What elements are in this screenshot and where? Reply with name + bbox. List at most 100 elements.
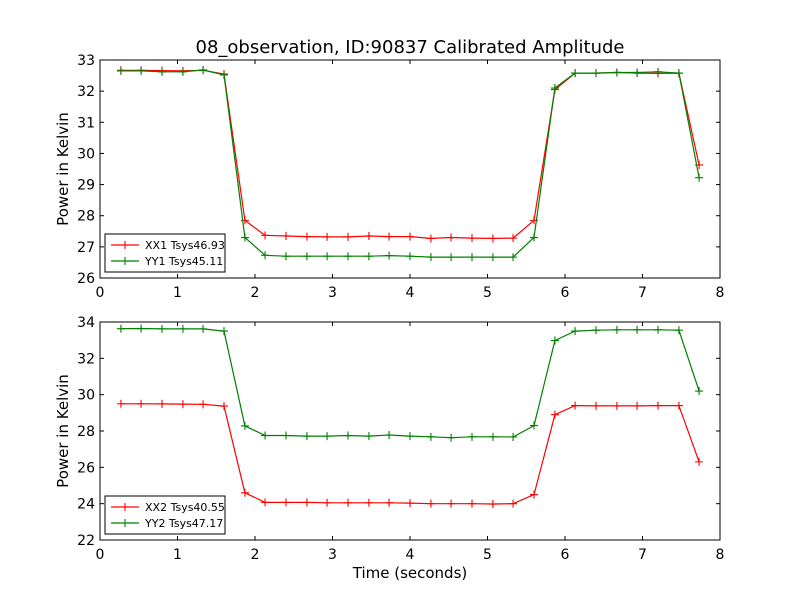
- data-point: [323, 498, 332, 507]
- data-point: [488, 234, 497, 243]
- legend-box: [104, 495, 226, 535]
- data-point: [302, 432, 311, 441]
- data-point: [261, 498, 270, 507]
- data-point: [571, 401, 580, 410]
- data-point: [633, 325, 642, 334]
- x-tick-label: 3: [328, 285, 337, 301]
- chart-title: 08_observation, ID:90837 Calibrated Ampl…: [196, 37, 625, 58]
- data-point: [323, 432, 332, 441]
- data-point: [364, 498, 373, 507]
- legend-label: YY1 Tsys45.11: [144, 255, 223, 268]
- data-point: [633, 401, 642, 410]
- data-point: [220, 402, 228, 411]
- data-point: [509, 499, 518, 508]
- data-point: [137, 66, 146, 75]
- data-point: [674, 401, 683, 410]
- data-point: [344, 431, 352, 440]
- data-point: [530, 421, 538, 430]
- y-tick-label: 28: [77, 209, 95, 225]
- data-point: [199, 400, 208, 409]
- data-point: [633, 68, 642, 77]
- legend-label: YY2 Tsys47.17: [144, 517, 223, 530]
- data-point: [158, 324, 166, 333]
- subplot-1: 0 1 2 3 4 5 6 7 8 26 27 28 29 30 31 32 33 Power in Kelvin…: [54, 37, 724, 301]
- data-point: [654, 325, 662, 334]
- x-tick-label: 3: [328, 547, 337, 563]
- x-tick-label: 5: [483, 547, 492, 563]
- y-tick-label: 27: [77, 240, 95, 256]
- y-tick-label: 28: [77, 424, 95, 440]
- data-point: [385, 251, 394, 260]
- data-point: [137, 324, 146, 333]
- y-tick-label: 32: [77, 84, 95, 100]
- data-point: [447, 499, 456, 508]
- x-tick-label: 7: [638, 285, 647, 301]
- data-point: [468, 234, 476, 243]
- data-point: [571, 327, 580, 336]
- data-point: [199, 65, 208, 74]
- data-point: [674, 326, 683, 335]
- x-tick-label: 1: [173, 285, 182, 301]
- legend-marker: [121, 257, 129, 265]
- data-point: [116, 66, 125, 75]
- data-point: [592, 69, 600, 78]
- data-point: [240, 488, 249, 497]
- data-point: [612, 68, 621, 77]
- data-point: [509, 253, 518, 262]
- data-point: [137, 399, 146, 408]
- data-point: [302, 498, 311, 507]
- data-point: [509, 234, 518, 243]
- data-point: [654, 401, 662, 410]
- x-tick-label: 6: [561, 547, 570, 563]
- x-axis-label: Time (seconds): [352, 564, 468, 582]
- data-point: [612, 325, 621, 334]
- legend-label: XX2 Tsys40.55: [145, 501, 225, 514]
- data-point: [282, 231, 290, 240]
- data-point: [385, 232, 394, 241]
- data-point: [530, 233, 538, 242]
- legend-marker: [121, 519, 129, 527]
- x-tick-label: 4: [406, 285, 415, 301]
- data-point: [240, 233, 249, 242]
- data-point: [695, 387, 704, 396]
- data-point: [488, 432, 497, 441]
- y-tick-label: 26: [77, 271, 95, 287]
- data-point: [282, 431, 290, 440]
- data-point: [364, 252, 373, 261]
- x-tick-label: 2: [251, 547, 260, 563]
- data-point: [406, 252, 414, 261]
- data-point: [550, 84, 559, 93]
- y-axis-label: Power in Kelvin: [54, 374, 72, 488]
- data-point: [695, 173, 704, 182]
- x-tick-label: 8: [716, 547, 725, 563]
- data-point: [674, 69, 683, 78]
- data-point: [220, 70, 228, 79]
- x-tick-label: 5: [483, 285, 492, 301]
- data-point: [344, 252, 352, 261]
- data-point: [654, 67, 662, 76]
- data-point: [468, 253, 476, 262]
- data-point: [592, 401, 600, 410]
- data-point: [426, 234, 435, 243]
- legend: XX1 Tsys46.93 YY1 Tsys45.11: [104, 233, 226, 273]
- y-tick-label: 22: [77, 533, 95, 549]
- data-point: [282, 498, 290, 507]
- x-tick-label: 1: [173, 547, 182, 563]
- y-axis-label: Power in Kelvin: [54, 112, 72, 226]
- x-tick-label: 0: [96, 547, 105, 563]
- data-point: [447, 433, 456, 442]
- data-point: [509, 432, 518, 441]
- data-point: [447, 253, 456, 262]
- data-point: [158, 67, 166, 76]
- data-point: [385, 498, 394, 507]
- data-point: [344, 232, 352, 241]
- legend-marker: [121, 503, 129, 511]
- data-point: [406, 432, 414, 441]
- data-point: [178, 67, 187, 76]
- data-point: [426, 432, 435, 441]
- data-point: [488, 500, 497, 509]
- data-point: [550, 410, 559, 419]
- data-point: [178, 324, 187, 333]
- data-point: [282, 252, 290, 261]
- data-point: [261, 231, 270, 240]
